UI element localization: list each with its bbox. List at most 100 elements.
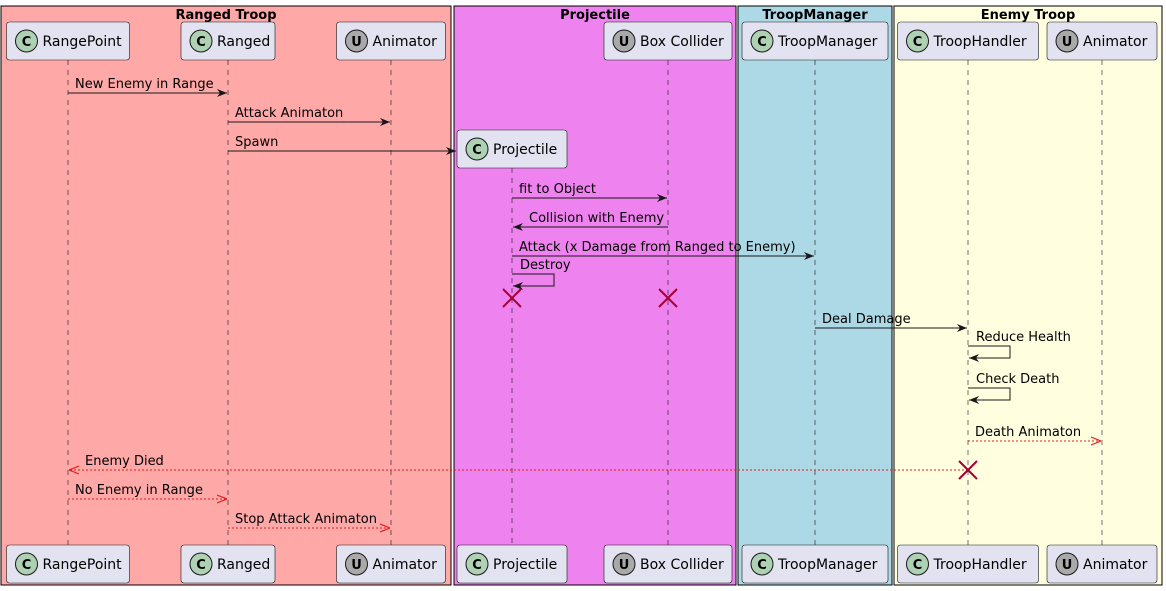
participant-label: Projectile xyxy=(493,142,557,158)
class-badge-icon: C xyxy=(189,29,213,53)
svg-text:C: C xyxy=(196,35,206,50)
svg-text:C: C xyxy=(472,558,482,573)
message-11: Death Animaton xyxy=(968,425,1101,441)
unity-badge-icon: U xyxy=(345,29,368,53)
participant-projectile-bottom: C Projectile xyxy=(456,544,568,584)
destroy-projectile-icon xyxy=(502,288,522,308)
group-title: Enemy Troop xyxy=(981,8,1076,23)
participant-troophandler-bottom: C TroopHandler xyxy=(897,544,1039,584)
message-13: No Enemy in Range xyxy=(68,483,227,499)
message-7: Destroy xyxy=(512,258,571,290)
participant-label: TroopManager xyxy=(777,557,878,573)
participant-animator-2-top: U Animator xyxy=(1046,21,1158,61)
participant-rangepoint-top: C RangePoint xyxy=(6,21,130,61)
participant-box xyxy=(897,21,1039,61)
participant-box-collider-bottom: U Box Collider xyxy=(603,544,733,584)
svg-text:C: C xyxy=(913,558,923,573)
participant-troophandler-top: C TroopHandler xyxy=(897,21,1039,61)
participant-box xyxy=(6,21,130,61)
unity-badge-icon: U xyxy=(612,552,636,576)
participant-box xyxy=(6,544,130,584)
class-badge-icon: C xyxy=(906,552,929,576)
participant-animator-1-top: U Animator xyxy=(336,21,446,61)
participant-ranged-top: C Ranged xyxy=(180,21,276,61)
class-badge-icon: C xyxy=(465,137,489,161)
participant-label: Box Collider xyxy=(640,557,724,573)
message-label: Check Death xyxy=(976,372,1059,387)
class-badge-icon: C xyxy=(189,552,213,576)
participant-box xyxy=(456,129,568,169)
participant-label: Animator xyxy=(373,557,438,573)
svg-text:U: U xyxy=(351,35,362,50)
destroy-box-collider-icon xyxy=(658,288,678,308)
participant-projectile-top: C Projectile xyxy=(456,129,568,169)
message-label: Destroy xyxy=(520,258,571,273)
message-label: Enemy Died xyxy=(85,454,164,469)
participant-troopmanager-bottom: C TroopManager xyxy=(741,544,889,584)
unity-badge-icon: U xyxy=(1055,29,1079,53)
participant-box xyxy=(1046,544,1158,584)
svg-text:C: C xyxy=(472,143,482,158)
participant-label: TroopManager xyxy=(777,34,878,50)
participant-label: TroopHandler xyxy=(933,557,1027,573)
class-badge-icon: C xyxy=(750,29,774,53)
group-projectile: Projectile xyxy=(453,5,737,586)
participant-box xyxy=(1046,21,1158,61)
class-badge-icon: C xyxy=(750,552,774,576)
class-badge-icon: C xyxy=(906,29,929,53)
group-box xyxy=(0,5,452,586)
participant-label: RangePoint xyxy=(43,557,123,573)
self-message-arrow xyxy=(968,345,1011,362)
message-label: fit to Object xyxy=(519,182,596,197)
svg-text:U: U xyxy=(1062,35,1073,50)
unity-badge-icon: U xyxy=(612,29,636,53)
message-12: Enemy Died xyxy=(69,454,968,470)
participant-box xyxy=(456,544,568,584)
message-5: Collision with Enemy xyxy=(513,211,668,231)
participant-label: Animator xyxy=(373,34,438,50)
message-label: New Enemy in Range xyxy=(75,77,214,92)
group-box xyxy=(893,5,1163,586)
message-3: Spawn xyxy=(228,135,456,155)
message-label: Death Animaton xyxy=(975,425,1081,440)
message-6: Attack (x Damage from Ranged to Enemy) xyxy=(512,240,814,260)
message-label: Deal Damage xyxy=(822,312,911,327)
group-title: Ranged Troop xyxy=(175,8,276,23)
message-8: Deal Damage xyxy=(815,312,967,332)
participant-label: Ranged xyxy=(217,34,270,50)
class-badge-icon: C xyxy=(15,552,38,576)
svg-text:U: U xyxy=(619,558,630,573)
group-ranged-troop: Ranged Troop xyxy=(0,5,452,586)
unity-badge-icon: U xyxy=(1055,552,1079,576)
participant-box xyxy=(897,544,1039,584)
participant-box xyxy=(603,544,733,584)
self-message-arrow xyxy=(968,387,1011,404)
message-label: Reduce Health xyxy=(976,330,1071,345)
svg-text:C: C xyxy=(22,558,32,573)
svg-text:C: C xyxy=(196,558,206,573)
message-label: Attack (x Damage from Ranged to Enemy) xyxy=(519,240,796,255)
participant-label: Animator xyxy=(1083,34,1148,50)
participant-ranged-bottom: C Ranged xyxy=(180,544,276,584)
self-message-arrow xyxy=(512,273,555,290)
svg-text:U: U xyxy=(351,558,362,573)
participant-label: Ranged xyxy=(217,557,270,573)
message-label: Stop Attack Animaton xyxy=(235,512,377,527)
participant-box xyxy=(741,21,889,61)
participant-label: Animator xyxy=(1083,557,1148,573)
group-title: Projectile xyxy=(560,8,630,23)
participant-label: Projectile xyxy=(493,557,557,573)
participant-box xyxy=(741,544,889,584)
participant-animator-1-bottom: U Animator xyxy=(336,544,446,584)
group-box xyxy=(453,5,737,586)
message-label: Spawn xyxy=(235,135,278,150)
participant-troopmanager-top: C TroopManager xyxy=(741,21,889,61)
message-2: Attack Animaton xyxy=(228,106,390,126)
participant-rangepoint-bottom: C RangePoint xyxy=(6,544,130,584)
participant-box xyxy=(336,544,446,584)
svg-text:C: C xyxy=(757,35,767,50)
unity-badge-icon: U xyxy=(345,552,368,576)
group-enemy-troop: Enemy Troop xyxy=(893,5,1163,586)
svg-text:C: C xyxy=(22,35,32,50)
